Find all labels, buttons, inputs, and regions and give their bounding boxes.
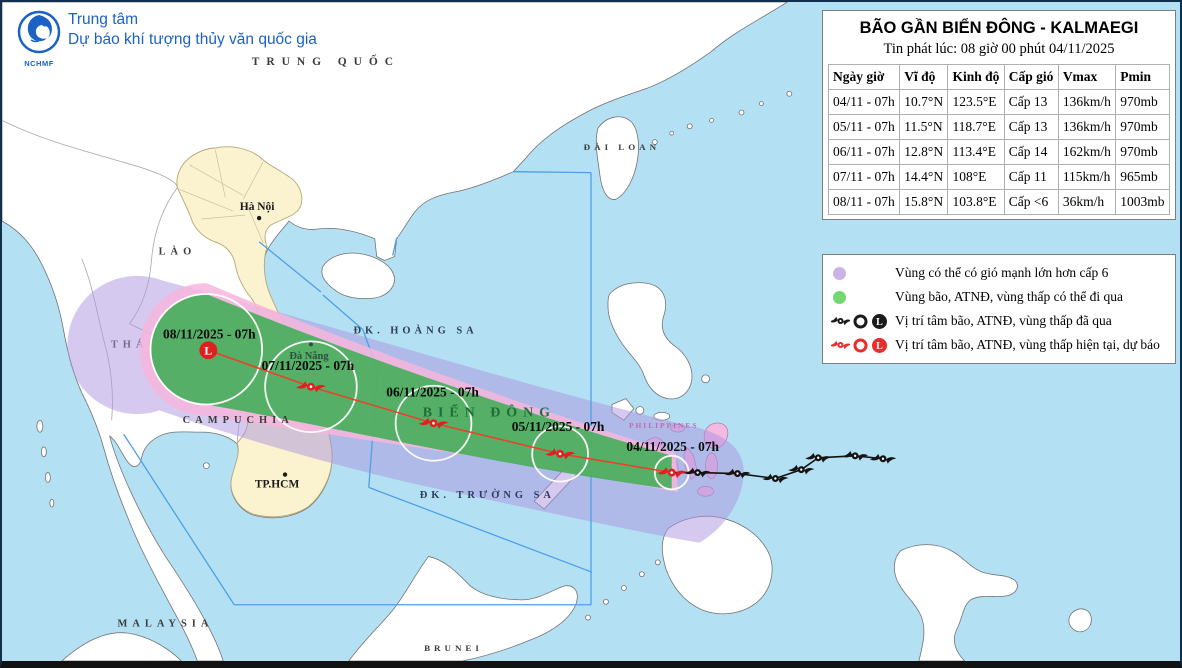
label-brunei: BRUNEI: [424, 643, 483, 653]
legend-row-past: L Vị trí tâm bão, ATNĐ, vùng thấp đã qua: [829, 309, 1169, 333]
legend-row-gale-zone: Vùng có thể có gió mạnh lớn hơn cấp 6: [829, 261, 1169, 285]
label-bien-dong: BIỂN ĐÔNG: [423, 402, 556, 420]
col-windlevel: Cấp gió: [1003, 64, 1059, 90]
label-tphcm: TP.HCM: [255, 478, 300, 490]
land-taiwan: [595, 116, 639, 200]
org-title: Trung tâm Dự báo khí tượng thủy văn quốc…: [68, 10, 317, 50]
gale-zone-dot-icon: [833, 266, 846, 280]
land-luzon: [607, 282, 693, 400]
tphcm-dot: [282, 472, 288, 477]
track-label-04-11: 04/11/2025 - 07h: [626, 439, 719, 454]
past-typhoon-icon: [831, 316, 850, 326]
past-low-icon: L: [872, 313, 887, 329]
track-label-08-11: 08/11/2025 - 07h: [163, 326, 256, 341]
nchmf-logo: NCHMF: [14, 10, 64, 68]
current-typhoon-icon: [831, 340, 850, 350]
svg-text:L: L: [204, 344, 212, 358]
label-danang: Đà Nẵng: [289, 351, 329, 362]
past-depression-icon: [853, 314, 868, 328]
issued-time: Tin phát lúc: 08 giờ 00 phút 04/11/2025: [883, 41, 1115, 57]
col-vmax: Vmax: [1057, 64, 1117, 90]
track-date-labels: 08/11/2025 - 07h 07/11/2025 - 07h 06/11/…: [163, 326, 720, 453]
track-label-06-11: 06/11/2025 - 07h: [386, 385, 479, 400]
track-label-07-11: 07/11/2025 - 07h: [262, 358, 355, 373]
legend-current-label: Vị trí tâm bão, ATNĐ, vùng thấp hiện tại…: [895, 337, 1160, 352]
land-hainan: [321, 252, 396, 300]
label-cambodia: CAMPUCHIA: [183, 415, 294, 426]
col-pmin: Pmin: [1115, 64, 1170, 90]
org-line1: Trung tâm: [68, 11, 139, 28]
land-borneo: [348, 555, 578, 661]
label-malaysia: MALAYSIA: [118, 619, 214, 630]
current-low-icon: L: [872, 337, 887, 353]
hanoi-dot: [256, 215, 262, 221]
legend-row-current: L Vị trí tâm bão, ATNĐ, vùng thấp hiện t…: [829, 333, 1169, 357]
legend-row-track-zone: Vùng bão, ATNĐ, vùng thấp có thể đi qua: [829, 285, 1169, 309]
current-depression-icon: [853, 338, 868, 352]
storm-table-header: Ngày giờ Vĩ độ Kinh độ Cấp gió Vmax Pmin: [827, 64, 1170, 90]
storm-title: BÃO GẦN BIỂN ĐÔNG - KALMAEGI: [859, 19, 1139, 37]
map-labels: TRUNG QUỐC ĐÀI LOAN LÀO CAMPUCHIA MALAYS…: [118, 55, 699, 653]
land-sulawesi: [893, 544, 1018, 661]
legend-gale-label: Vùng có thể có gió mạnh lớn hơn cấp 6: [895, 265, 1109, 280]
nchmf-logo-icon: [17, 10, 61, 54]
label-taiwan: ĐÀI LOAN: [584, 142, 660, 152]
cone-track-green: [150, 294, 672, 490]
low-pressure-marker: L: [199, 341, 218, 360]
table-row: 04/11 - 07h 10.7°N 123.5°E Cấp 13 136km/h 9…: [827, 89, 1170, 115]
col-datetime: Ngày giờ: [827, 64, 901, 90]
nchmf-logo-text: NCHMF: [24, 59, 54, 68]
forecast-circles: [149, 293, 690, 491]
storm-info-box: BÃO GẦN BIỂN ĐÔNG - KALMAEGI Tin phát lú…: [822, 10, 1176, 220]
label-china: TRUNG QUỐC: [252, 55, 400, 68]
legend-box: Vùng có thể có gió mạnh lớn hơn cấp 6 Vù…: [822, 254, 1176, 364]
label-laos: LÀO: [159, 246, 197, 258]
storm-table: Ngày giờ Vĩ độ Kinh độ Cấp gió Vmax Pmin…: [827, 64, 1170, 215]
table-row: 08/11 - 07h 15.8°N 103.8°E Cấp <6 36km/h 10…: [827, 189, 1170, 215]
org-line2: Dự báo khí tượng thủy văn quốc gia: [68, 31, 317, 48]
track-label-05-11: 05/11/2025 - 07h: [512, 419, 605, 434]
legend-track-label: Vùng bão, ATNĐ, vùng thấp có thể đi qua: [895, 289, 1123, 304]
svg-text:L: L: [876, 341, 883, 352]
province-borders: [179, 149, 264, 243]
track-zone-dot-icon: [833, 290, 846, 304]
label-truong-sa: ĐK. TRƯỜNG SA: [420, 489, 555, 501]
table-row: 07/11 - 07h 14.4°N 108°E Cấp 11 115km/h 965…: [827, 164, 1170, 190]
legend-past-label: Vị trí tâm bão, ATNĐ, vùng thấp đã qua: [895, 313, 1112, 328]
danang-dot: [308, 342, 313, 347]
table-row: 05/11 - 07h 11.5°N 118.7°E Cấp 13 136km/h 9…: [827, 114, 1170, 140]
table-row: 06/11 - 07h 12.8°N 113.4°E Cấp 14 162km/h 9…: [827, 139, 1170, 165]
forecast-track: L: [199, 341, 687, 487]
label-hoang-sa: ĐK. HOÀNG SA: [353, 325, 477, 337]
col-longitude: Kinh độ: [947, 64, 1005, 90]
svg-text:L: L: [876, 317, 883, 328]
col-latitude: Vĩ độ: [899, 64, 949, 90]
label-philippines: PHILIPPINES: [629, 421, 699, 430]
label-hanoi: Hà Nội: [240, 201, 275, 213]
past-track: [671, 443, 897, 491]
